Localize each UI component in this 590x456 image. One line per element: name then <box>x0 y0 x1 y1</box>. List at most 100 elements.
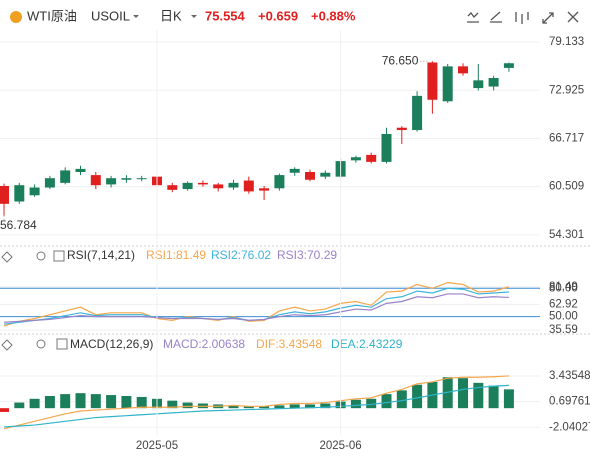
y-tick-label: 80.00 <box>549 282 578 294</box>
legend-entry: RSI1:81.49 <box>146 248 206 262</box>
eye-icon[interactable] <box>1 251 13 263</box>
y-tick-label: 54.301 <box>549 229 584 241</box>
indicator-line <box>3 287 509 325</box>
candle-body <box>75 168 86 172</box>
macd-bar <box>412 384 423 409</box>
annotation: 56.784 <box>0 218 37 232</box>
indicator-line <box>3 281 510 327</box>
y-tick-label: 60.509 <box>549 181 584 193</box>
candle-body <box>305 171 315 180</box>
candle-body <box>350 157 361 161</box>
rsi-title: RSI(7,14,21) <box>67 248 135 262</box>
x-tick-label: 2025-05 <box>136 440 178 452</box>
candle-body <box>14 185 25 202</box>
period[interactable]: 日K <box>160 8 182 23</box>
candle-body <box>60 170 71 183</box>
candle-body <box>412 95 423 131</box>
y-tick-label: 72.925 <box>549 84 584 96</box>
candle-body <box>381 133 392 162</box>
macd-bar <box>274 405 285 409</box>
candle-body <box>458 66 468 74</box>
candle-body <box>167 185 178 190</box>
toggle-icon[interactable] <box>56 338 68 350</box>
draw-icon[interactable] <box>490 11 502 23</box>
candle-body <box>136 178 147 180</box>
macd-bar <box>488 385 499 409</box>
close-icon[interactable] <box>567 11 579 23</box>
macd-bar <box>259 406 270 409</box>
y-tick-label: 66.717 <box>549 132 584 144</box>
logo <box>10 11 22 23</box>
macd-bar <box>121 395 132 409</box>
macd-bar <box>167 400 178 409</box>
candle-body <box>182 182 193 190</box>
candle-body <box>289 168 300 173</box>
macd-bar <box>0 408 9 412</box>
indicator-line <box>3 375 509 430</box>
macd-bar <box>14 402 25 409</box>
indicator-line <box>3 293 509 323</box>
y-tick-label: 3.43548 <box>549 370 590 382</box>
candle-body <box>228 182 239 188</box>
macd-bar <box>106 395 117 409</box>
legend-entry: RSI2:76.02 <box>211 248 271 262</box>
candle-body <box>106 178 117 185</box>
macd-bar <box>75 393 86 409</box>
macd-bar <box>60 394 71 409</box>
candle-icon[interactable] <box>515 12 529 24</box>
candle-body <box>0 185 9 204</box>
macd-bar <box>381 394 392 409</box>
indicator-icon[interactable] <box>467 12 479 23</box>
dropdown-arrow[interactable] <box>133 15 139 18</box>
settings-icon[interactable] <box>36 251 46 261</box>
candle-body <box>488 78 499 87</box>
macd-bar <box>228 405 239 409</box>
candle-body <box>243 180 254 192</box>
macd-bar <box>29 398 40 409</box>
candle-body <box>29 187 40 196</box>
candle-body <box>213 184 224 189</box>
macd-bar <box>366 398 377 409</box>
header: WTI原油 USOIL 日K 75.554 +0.659 +0.88% <box>10 8 579 24</box>
change: +0.659 <box>258 8 298 23</box>
x-tick-label: 2025-06 <box>319 440 361 452</box>
macd-bar <box>289 404 300 409</box>
candle-body <box>396 127 407 131</box>
y-tick-label: 81.49 <box>549 281 578 293</box>
candle-body <box>366 154 377 162</box>
macd-bar <box>320 403 331 409</box>
legend-entry: DEA:2.43229 <box>331 337 403 351</box>
legend-entry: MACD:2.00638 <box>163 337 245 351</box>
y-tick-label: -2.04027 <box>549 421 590 433</box>
rsi-header: RSI(7,14,21) RSI1:81.49 RSI2:76.02 RSI3:… <box>1 248 337 263</box>
legend-entry: RSI3:70.29 <box>277 248 337 262</box>
macd-bar <box>305 404 315 409</box>
macd-bar <box>182 402 193 409</box>
candle-body <box>473 80 484 89</box>
toggle-icon[interactable] <box>53 250 65 262</box>
candle-body <box>259 188 270 191</box>
y-tick-label: 50.00 <box>549 311 578 323</box>
expand-icon[interactable] <box>542 12 554 24</box>
macd-bar <box>90 394 101 409</box>
macd-bar <box>44 395 55 409</box>
candle-body <box>90 175 101 186</box>
eye-icon[interactable] <box>1 339 13 351</box>
candle-body <box>121 178 132 180</box>
symbol[interactable]: USOIL <box>91 8 130 23</box>
y-tick-label: 62.92 <box>549 298 578 310</box>
macd-header: MACD(12,26,9) MACD:2.00638 DIF:3.43548 D… <box>1 337 403 351</box>
legend-entry: DIF:3.43548 <box>256 337 322 351</box>
candle-body <box>503 63 514 68</box>
candle-body <box>427 62 438 100</box>
candle-body <box>320 172 331 177</box>
macd-bar <box>136 396 147 409</box>
y-tick-label: 0.69761 <box>549 396 590 408</box>
annotation: 76.650 <box>382 53 419 67</box>
change-pct: +0.88% <box>311 8 356 23</box>
macd-title: MACD(12,26,9) <box>70 337 153 351</box>
settings-icon[interactable] <box>36 339 46 349</box>
price: 75.554 <box>205 8 246 23</box>
dropdown-arrow[interactable] <box>191 15 197 18</box>
macd-bar <box>473 382 484 409</box>
